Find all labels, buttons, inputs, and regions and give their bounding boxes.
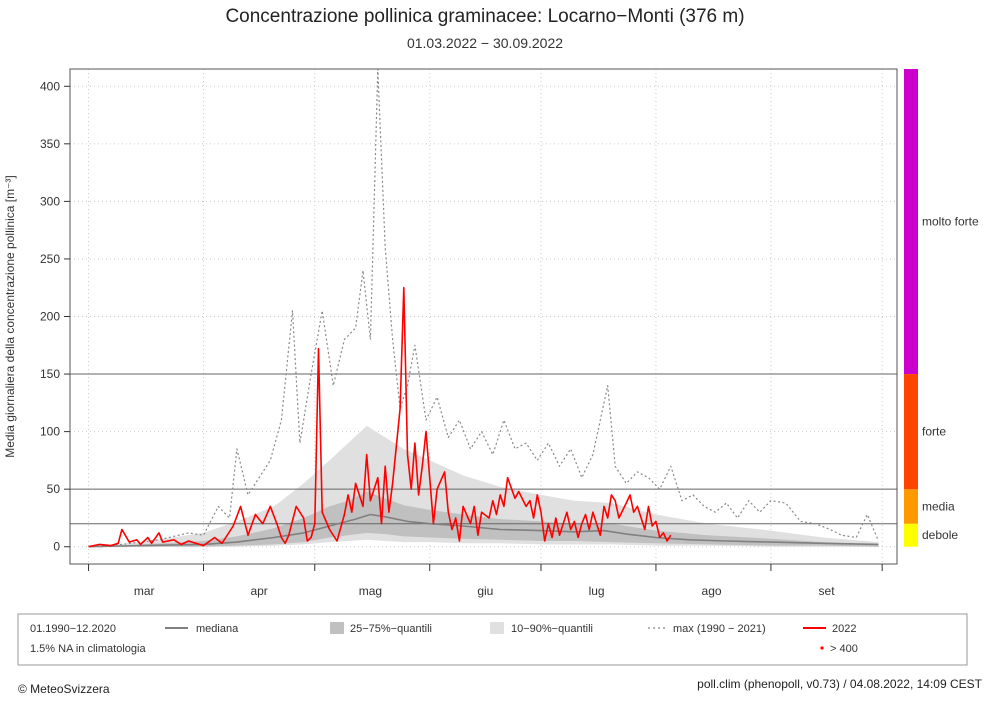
legend-q25-swatch: [330, 622, 344, 634]
legend-max-label: max (1990 − 2021): [673, 623, 766, 635]
intensity-class-segment: [904, 69, 918, 375]
copyright: © MeteoSvizzera: [18, 682, 110, 696]
series-lines: [88, 68, 880, 548]
intensity-class-segment: [904, 374, 918, 490]
legend-mediana-label: mediana: [196, 623, 239, 635]
x-tick-label: ago: [702, 584, 722, 598]
quantile-bands: [88, 425, 879, 547]
threshold-lines: [70, 373, 897, 525]
legend-na-note: 1.5% NA in climatologia: [30, 643, 146, 655]
legend-current-label: 2022: [832, 623, 856, 635]
y-tick-label: 300: [40, 194, 60, 208]
y-tick-label: 250: [40, 252, 60, 266]
y-tick-label: 100: [40, 425, 60, 439]
series-line: [88, 68, 880, 548]
x-tick-label: mar: [134, 584, 155, 598]
legend: 01.1990−12.2020 1.5% NA in climatologia …: [17, 613, 968, 666]
x-tick-label: giu: [477, 584, 493, 598]
quantile-band: [88, 425, 879, 547]
x-tick-label: lug: [589, 584, 605, 598]
y-tick-label: 50: [47, 482, 61, 496]
chart-title: Concentrazione pollinica graminacee: Loc…: [225, 6, 745, 27]
intensity-class-bar: debole media forte molto forte: [904, 69, 979, 547]
x-axis: mar apr mag giu lug ago set: [88, 564, 883, 598]
y-axis: 0 50 100 150 200 250 300 350 400: [40, 79, 70, 554]
intensity-class-label: media: [922, 499, 955, 513]
y-tick-label: 0: [53, 540, 60, 554]
y-tick-label: 350: [40, 137, 60, 151]
intensity-class-label: forte: [922, 425, 946, 439]
x-tick-label: mag: [359, 584, 382, 598]
legend-frame: [17, 613, 968, 666]
source-note: poll.clim (phenopoll, v0.73) / 04.08.202…: [697, 677, 982, 691]
intensity-class-segment: [904, 489, 918, 524]
y-tick-label: 200: [40, 310, 60, 324]
intensity-class-label: debole: [922, 528, 958, 542]
legend-q25-label: 25−75%−quantili: [350, 623, 432, 635]
legend-q10-label: 10−90%−quantili: [511, 623, 593, 635]
legend-over400-label: > 400: [830, 643, 858, 655]
x-tick-label: apr: [250, 584, 267, 598]
series-line: [88, 513, 879, 548]
series-line: [88, 286, 672, 548]
chart-subtitle: 01.03.2022 − 30.09.2022: [406, 35, 564, 51]
y-tick-label: 150: [40, 367, 60, 381]
legend-over400-marker: [820, 646, 824, 650]
y-axis-label: Media giornaliera della concentrazione p…: [3, 175, 17, 457]
quantile-band: [88, 491, 879, 547]
legend-period: 01.1990−12.2020: [30, 623, 116, 635]
intensity-class-segment: [904, 523, 918, 547]
intensity-class-label: molto forte: [922, 215, 979, 229]
y-tick-label: 400: [40, 79, 60, 93]
x-tick-label: set: [819, 584, 836, 598]
legend-q10-swatch: [490, 622, 504, 634]
